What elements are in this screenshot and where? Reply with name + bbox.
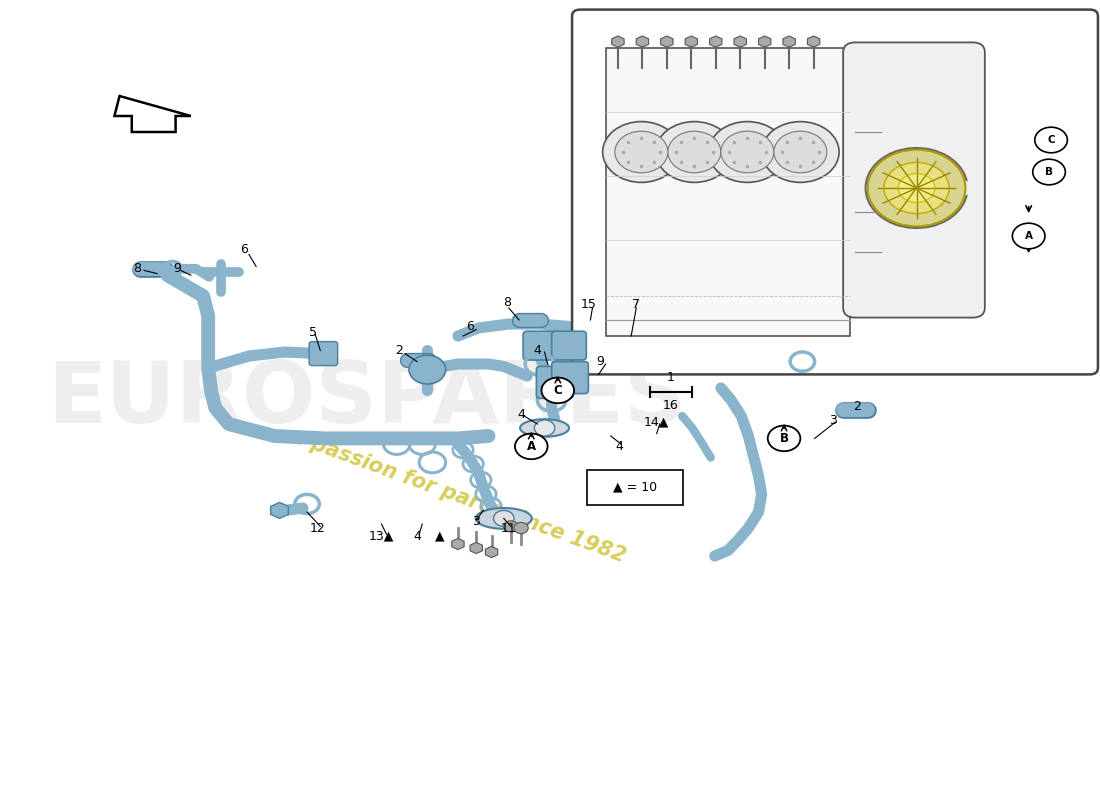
- Text: 7: 7: [632, 298, 640, 310]
- Circle shape: [1035, 127, 1067, 153]
- Text: C: C: [553, 384, 562, 397]
- Circle shape: [504, 521, 518, 532]
- Text: 4: 4: [534, 344, 541, 357]
- Circle shape: [668, 131, 720, 173]
- Text: 8: 8: [503, 296, 510, 309]
- Ellipse shape: [475, 508, 531, 529]
- Circle shape: [768, 426, 801, 451]
- Text: 3: 3: [829, 414, 837, 426]
- Circle shape: [603, 122, 680, 182]
- Text: 9: 9: [596, 355, 605, 368]
- Circle shape: [774, 131, 827, 173]
- FancyBboxPatch shape: [309, 342, 338, 366]
- Text: 2: 2: [854, 400, 861, 413]
- Text: B: B: [1045, 167, 1053, 177]
- Text: 8: 8: [133, 262, 141, 274]
- FancyBboxPatch shape: [552, 331, 586, 360]
- FancyBboxPatch shape: [537, 366, 573, 398]
- Circle shape: [515, 434, 548, 459]
- FancyBboxPatch shape: [572, 10, 1098, 374]
- Text: a passion for parts since 1982: a passion for parts since 1982: [288, 426, 628, 566]
- Circle shape: [720, 131, 774, 173]
- Text: 4: 4: [615, 440, 623, 453]
- Circle shape: [615, 131, 668, 173]
- Circle shape: [884, 162, 949, 214]
- Text: 3: 3: [472, 515, 481, 528]
- FancyBboxPatch shape: [844, 42, 984, 318]
- Circle shape: [409, 355, 446, 384]
- Circle shape: [514, 522, 528, 534]
- Circle shape: [1033, 159, 1065, 185]
- Circle shape: [535, 420, 554, 436]
- Text: 13▲: 13▲: [368, 530, 394, 542]
- Circle shape: [761, 122, 839, 182]
- Circle shape: [656, 122, 733, 182]
- Text: C: C: [1047, 135, 1055, 145]
- Circle shape: [708, 122, 786, 182]
- Text: 5: 5: [309, 326, 317, 338]
- Circle shape: [899, 174, 935, 202]
- Polygon shape: [114, 96, 191, 132]
- Text: 4: 4: [517, 408, 525, 421]
- Text: 1: 1: [667, 371, 675, 384]
- Text: 6: 6: [466, 320, 474, 333]
- Text: 16: 16: [663, 399, 679, 412]
- Text: 4: 4: [414, 530, 421, 542]
- Text: B: B: [780, 432, 789, 445]
- FancyBboxPatch shape: [524, 331, 558, 360]
- Text: 15: 15: [581, 298, 596, 310]
- FancyBboxPatch shape: [587, 470, 683, 505]
- Text: 6: 6: [240, 243, 248, 256]
- Ellipse shape: [520, 419, 569, 437]
- Text: ▲: ▲: [434, 530, 444, 542]
- Text: 9: 9: [174, 262, 182, 274]
- Text: A: A: [527, 440, 536, 453]
- Circle shape: [868, 150, 966, 226]
- Text: 14▲: 14▲: [644, 416, 669, 429]
- Circle shape: [541, 378, 574, 403]
- Text: 11: 11: [500, 522, 517, 534]
- Text: A: A: [1025, 231, 1033, 241]
- Circle shape: [1012, 223, 1045, 249]
- Text: 12: 12: [309, 522, 326, 534]
- Text: ▲ = 10: ▲ = 10: [613, 481, 658, 494]
- Circle shape: [494, 510, 514, 526]
- FancyBboxPatch shape: [552, 362, 589, 394]
- Text: EUROSPARES: EUROSPARES: [46, 358, 685, 442]
- Text: 2: 2: [395, 344, 403, 357]
- FancyBboxPatch shape: [606, 48, 850, 336]
